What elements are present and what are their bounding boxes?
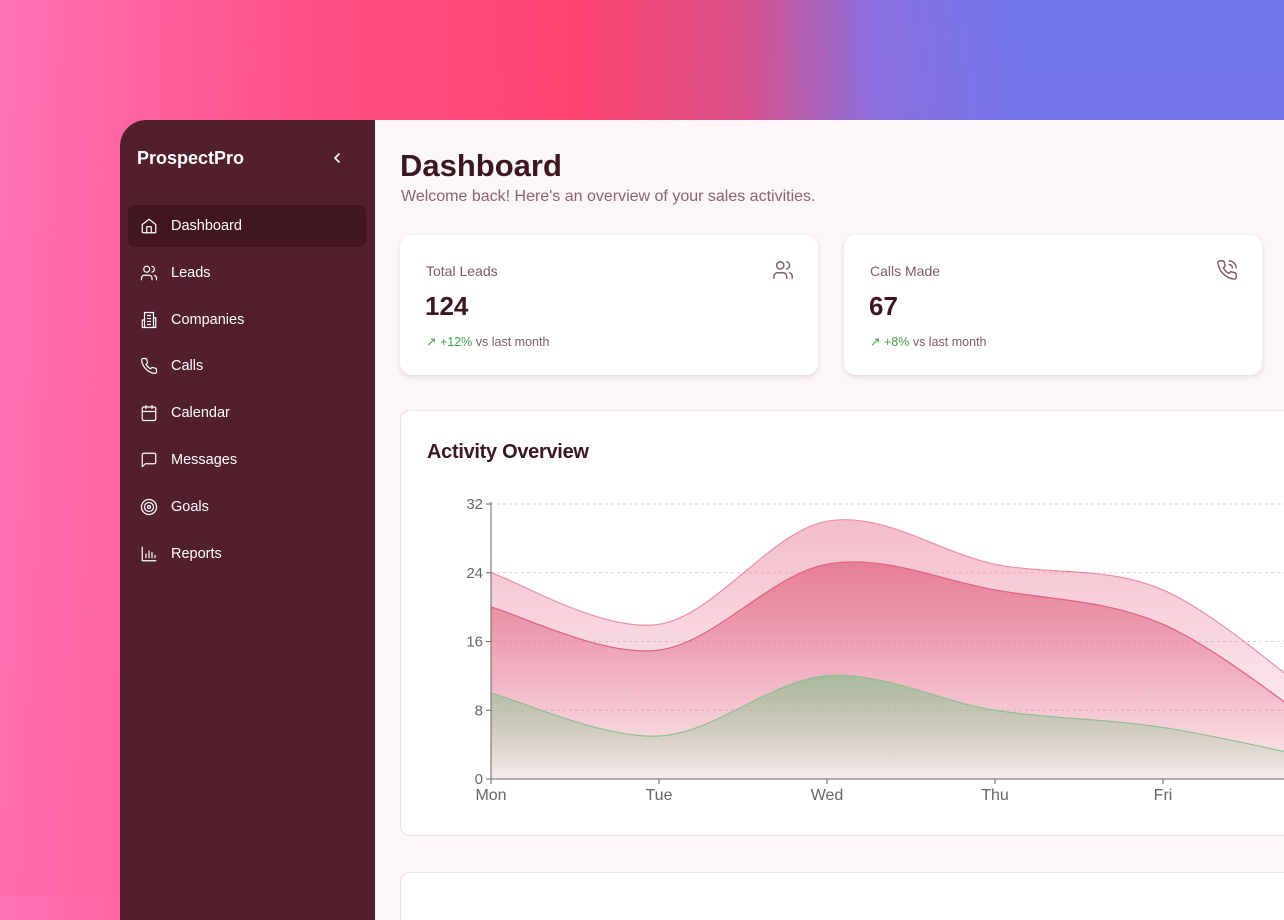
x-tick-label: Thu	[981, 787, 1009, 804]
sidebar-item-label: Calls	[171, 358, 204, 375]
y-tick-label: 0	[475, 771, 483, 788]
calendar-icon	[141, 405, 157, 422]
bar-chart-icon	[141, 546, 157, 561]
activity-overview-card: Activity Overview 0 8 16 24 32 Mon Tue Wed Thu Fr…	[400, 410, 1284, 836]
activity-chart: 08162432MonTueWedThuFriSat	[466, 496, 1284, 804]
stat-value: 124	[425, 291, 469, 321]
sidebar-item-calendar[interactable]: Calendar	[128, 392, 366, 434]
chevron-left-icon[interactable]	[330, 148, 344, 168]
x-tick-label: Mon	[475, 787, 506, 804]
main-content: Dashboard Welcome back! Here's an overvi…	[375, 120, 1284, 920]
stat-change: ↗ +12% vs last month	[426, 334, 549, 349]
stat-card-total-leads: Total Leads 124 ↗ +12% vs last month	[400, 235, 818, 375]
y-tick-label: 16	[466, 634, 483, 651]
sidebar: ProspectPro Dashboard Leads Companies Ca…	[120, 120, 375, 920]
sidebar-item-label: Companies	[171, 311, 245, 328]
users-icon	[140, 265, 158, 281]
message-icon	[141, 452, 157, 468]
sidebar-item-label: Goals	[171, 498, 209, 515]
sidebar-item-label: Messages	[171, 451, 238, 468]
sidebar-item-goals[interactable]: Goals	[128, 486, 366, 528]
stat-card-calls-made: Calls Made 67 ↗ +8% vs last month	[844, 235, 1262, 375]
page-subtitle: Welcome back! Here's an overview of your…	[401, 188, 816, 205]
y-tick-label: 8	[475, 702, 483, 719]
brand-logo: ProspectPro	[137, 148, 245, 168]
chart-title: Activity Overview	[427, 441, 589, 463]
building-icon	[141, 311, 157, 328]
stat-label: Total Leads	[426, 263, 498, 279]
home-icon	[141, 218, 157, 234]
sidebar-item-companies[interactable]: Companies	[128, 299, 366, 341]
sidebar-item-leads[interactable]: Leads	[128, 252, 366, 294]
stat-value: 67	[869, 291, 898, 321]
arrow-up-right-icon: ↗	[870, 335, 884, 349]
sidebar-item-messages[interactable]: Messages	[128, 439, 366, 481]
x-tick-label: Fri	[1154, 787, 1173, 804]
x-tick-label: Wed	[811, 787, 844, 804]
x-tick-label: Tue	[646, 787, 673, 804]
sidebar-item-dashboard[interactable]: Dashboard	[128, 205, 366, 247]
sidebar-item-label: Dashboard	[171, 218, 242, 234]
stat-label: Calls Made	[870, 263, 941, 279]
sidebar-nav: Dashboard Leads Companies Calls Calendar…	[128, 205, 366, 579]
sidebar-item-calls[interactable]: Calls	[128, 345, 366, 387]
change-suffix: vs last month	[475, 335, 550, 349]
sidebar-item-label: Calendar	[171, 405, 230, 422]
series-line-1	[490, 561, 1284, 703]
phone-call-icon	[1217, 260, 1237, 280]
change-percent: +8%	[883, 335, 910, 349]
phone-icon	[140, 358, 158, 375]
series-area-2	[491, 675, 1284, 779]
stat-change: ↗ +8% vs last month	[870, 334, 986, 349]
sidebar-item-label: Reports	[171, 545, 222, 562]
target-icon	[140, 498, 158, 515]
y-tick-label: 32	[466, 496, 483, 513]
arrow-up-right-icon: ↗	[426, 335, 440, 349]
page-title: Dashboard	[400, 148, 562, 183]
sidebar-item-label: Leads	[171, 264, 211, 281]
sidebar-item-reports[interactable]: Reports	[128, 533, 366, 575]
change-suffix: vs last month	[912, 335, 987, 349]
series-line-0	[490, 519, 1284, 674]
app-window: ProspectPro Dashboard Leads Companies Ca…	[120, 120, 1284, 920]
change-percent: +12%	[439, 335, 473, 349]
y-tick-label: 24	[466, 565, 483, 582]
series-line-2	[490, 674, 1284, 753]
secondary-card	[400, 872, 1284, 920]
users-icon	[773, 261, 793, 279]
